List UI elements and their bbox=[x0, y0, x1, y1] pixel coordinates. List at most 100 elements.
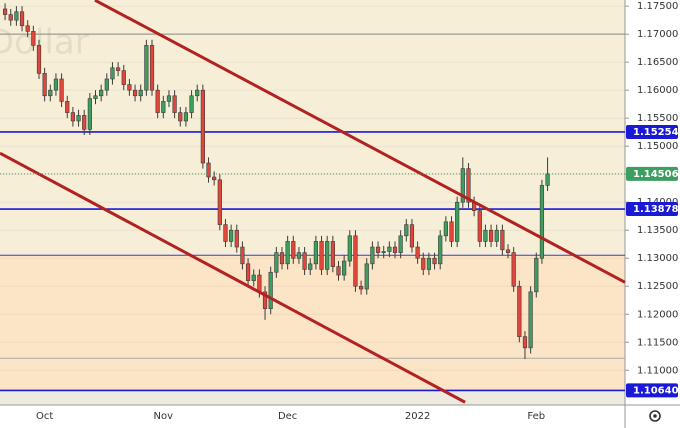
candle-body bbox=[206, 162, 211, 178]
candle-body bbox=[511, 252, 516, 287]
zone-bottom bbox=[0, 391, 625, 405]
candle-body bbox=[251, 274, 256, 281]
price-tag-label: 1.14506 bbox=[633, 169, 679, 180]
candle-body bbox=[104, 78, 109, 91]
candle-body bbox=[522, 336, 528, 349]
candle-body bbox=[302, 252, 307, 270]
gear-hub[interactable] bbox=[653, 414, 657, 418]
candle-body bbox=[449, 221, 454, 242]
price-tag bbox=[626, 166, 678, 181]
candle-body bbox=[87, 98, 92, 130]
candle-body bbox=[42, 73, 47, 97]
candle-body bbox=[200, 89, 205, 164]
y-tick-label: 1.16000 bbox=[637, 85, 678, 96]
candle-body bbox=[534, 257, 539, 293]
y-tick-label: 1.17000 bbox=[637, 29, 678, 40]
x-tick-label: 2022 bbox=[405, 411, 430, 422]
candle-body bbox=[291, 241, 296, 259]
candle-body bbox=[212, 176, 217, 181]
candle-body bbox=[127, 84, 132, 91]
candle-body bbox=[494, 229, 499, 242]
candle-body bbox=[116, 67, 121, 71]
candle-body bbox=[477, 210, 482, 242]
candle-body bbox=[330, 241, 335, 267]
y-tick-label: 1.11500 bbox=[637, 337, 678, 348]
price-tag bbox=[626, 202, 678, 217]
candles bbox=[2, 3, 550, 360]
candle-body bbox=[93, 95, 98, 99]
y-tick-label: 1.16500 bbox=[637, 57, 678, 68]
y-tick-label: 1.12000 bbox=[637, 309, 678, 320]
x-tick-label: Feb bbox=[527, 411, 545, 422]
price-tag-label: 1.15254 bbox=[633, 127, 679, 138]
candle-body bbox=[36, 45, 42, 74]
candle-body bbox=[517, 285, 522, 337]
candle-body bbox=[466, 168, 471, 203]
candle-body bbox=[262, 291, 268, 309]
price-tag-label: 1.10640 bbox=[633, 385, 679, 396]
candle-body bbox=[370, 246, 375, 265]
candle-body bbox=[353, 235, 358, 287]
candle-body bbox=[500, 229, 505, 251]
candle-body bbox=[296, 252, 302, 259]
candle-body bbox=[432, 257, 437, 265]
y-tick-label: 1.13500 bbox=[637, 225, 678, 236]
candle-body bbox=[313, 241, 318, 265]
candle-body bbox=[415, 246, 420, 259]
candle-body bbox=[110, 67, 115, 80]
y-tick-label: 1.11000 bbox=[637, 365, 678, 376]
candle-body bbox=[25, 25, 30, 32]
watermark: Dollar bbox=[0, 23, 89, 63]
candle-body bbox=[132, 89, 138, 97]
price-tag-label: 1.13878 bbox=[633, 204, 679, 215]
candle-body bbox=[229, 229, 234, 242]
candle-body bbox=[375, 246, 381, 253]
candle-body bbox=[82, 115, 87, 130]
settings-icon[interactable] bbox=[649, 410, 661, 422]
candle-body bbox=[149, 45, 155, 91]
candle-body bbox=[279, 252, 285, 265]
candle-body bbox=[455, 201, 460, 242]
candle-body bbox=[166, 95, 172, 102]
candle-body bbox=[223, 224, 228, 242]
candle-body bbox=[347, 235, 352, 262]
gear[interactable] bbox=[649, 410, 661, 422]
candle-body bbox=[144, 45, 149, 91]
x-tick-label: Oct bbox=[36, 411, 53, 422]
candle-body bbox=[48, 89, 53, 97]
y-tick-label: 1.12500 bbox=[637, 281, 678, 292]
candle-body bbox=[19, 11, 25, 27]
candle-body bbox=[398, 235, 403, 253]
candle-body bbox=[189, 95, 194, 113]
candle-body bbox=[14, 11, 19, 21]
candle-body bbox=[8, 14, 13, 21]
candle-body bbox=[183, 112, 189, 122]
y-tick-label: 1.17500 bbox=[637, 1, 678, 12]
candle-body bbox=[438, 235, 443, 265]
candle-body bbox=[387, 246, 392, 252]
candle-body bbox=[240, 246, 245, 265]
x-tick-label: Dec bbox=[278, 411, 297, 422]
candle-body bbox=[392, 246, 398, 253]
y-tick-label: 1.13000 bbox=[637, 253, 678, 264]
trend-line bbox=[0, 151, 466, 404]
candle-body bbox=[528, 291, 533, 349]
time-axis bbox=[0, 405, 625, 428]
candle-body bbox=[539, 185, 545, 259]
candle-body bbox=[99, 89, 104, 97]
candle-body bbox=[443, 221, 448, 237]
candle-body bbox=[245, 263, 251, 281]
candle-body bbox=[155, 89, 160, 113]
candle-body bbox=[274, 252, 279, 273]
y-tick-label: 1.15000 bbox=[637, 141, 678, 152]
y-tick-label: 1.15500 bbox=[637, 113, 678, 124]
candle-body bbox=[195, 89, 200, 97]
x-tick-label: Nov bbox=[154, 411, 174, 422]
candle-body bbox=[358, 285, 364, 290]
candle-body bbox=[257, 274, 262, 293]
candle-body bbox=[285, 241, 290, 265]
candle-body bbox=[138, 89, 143, 97]
candle-body bbox=[70, 112, 75, 122]
candle-body bbox=[65, 101, 70, 113]
